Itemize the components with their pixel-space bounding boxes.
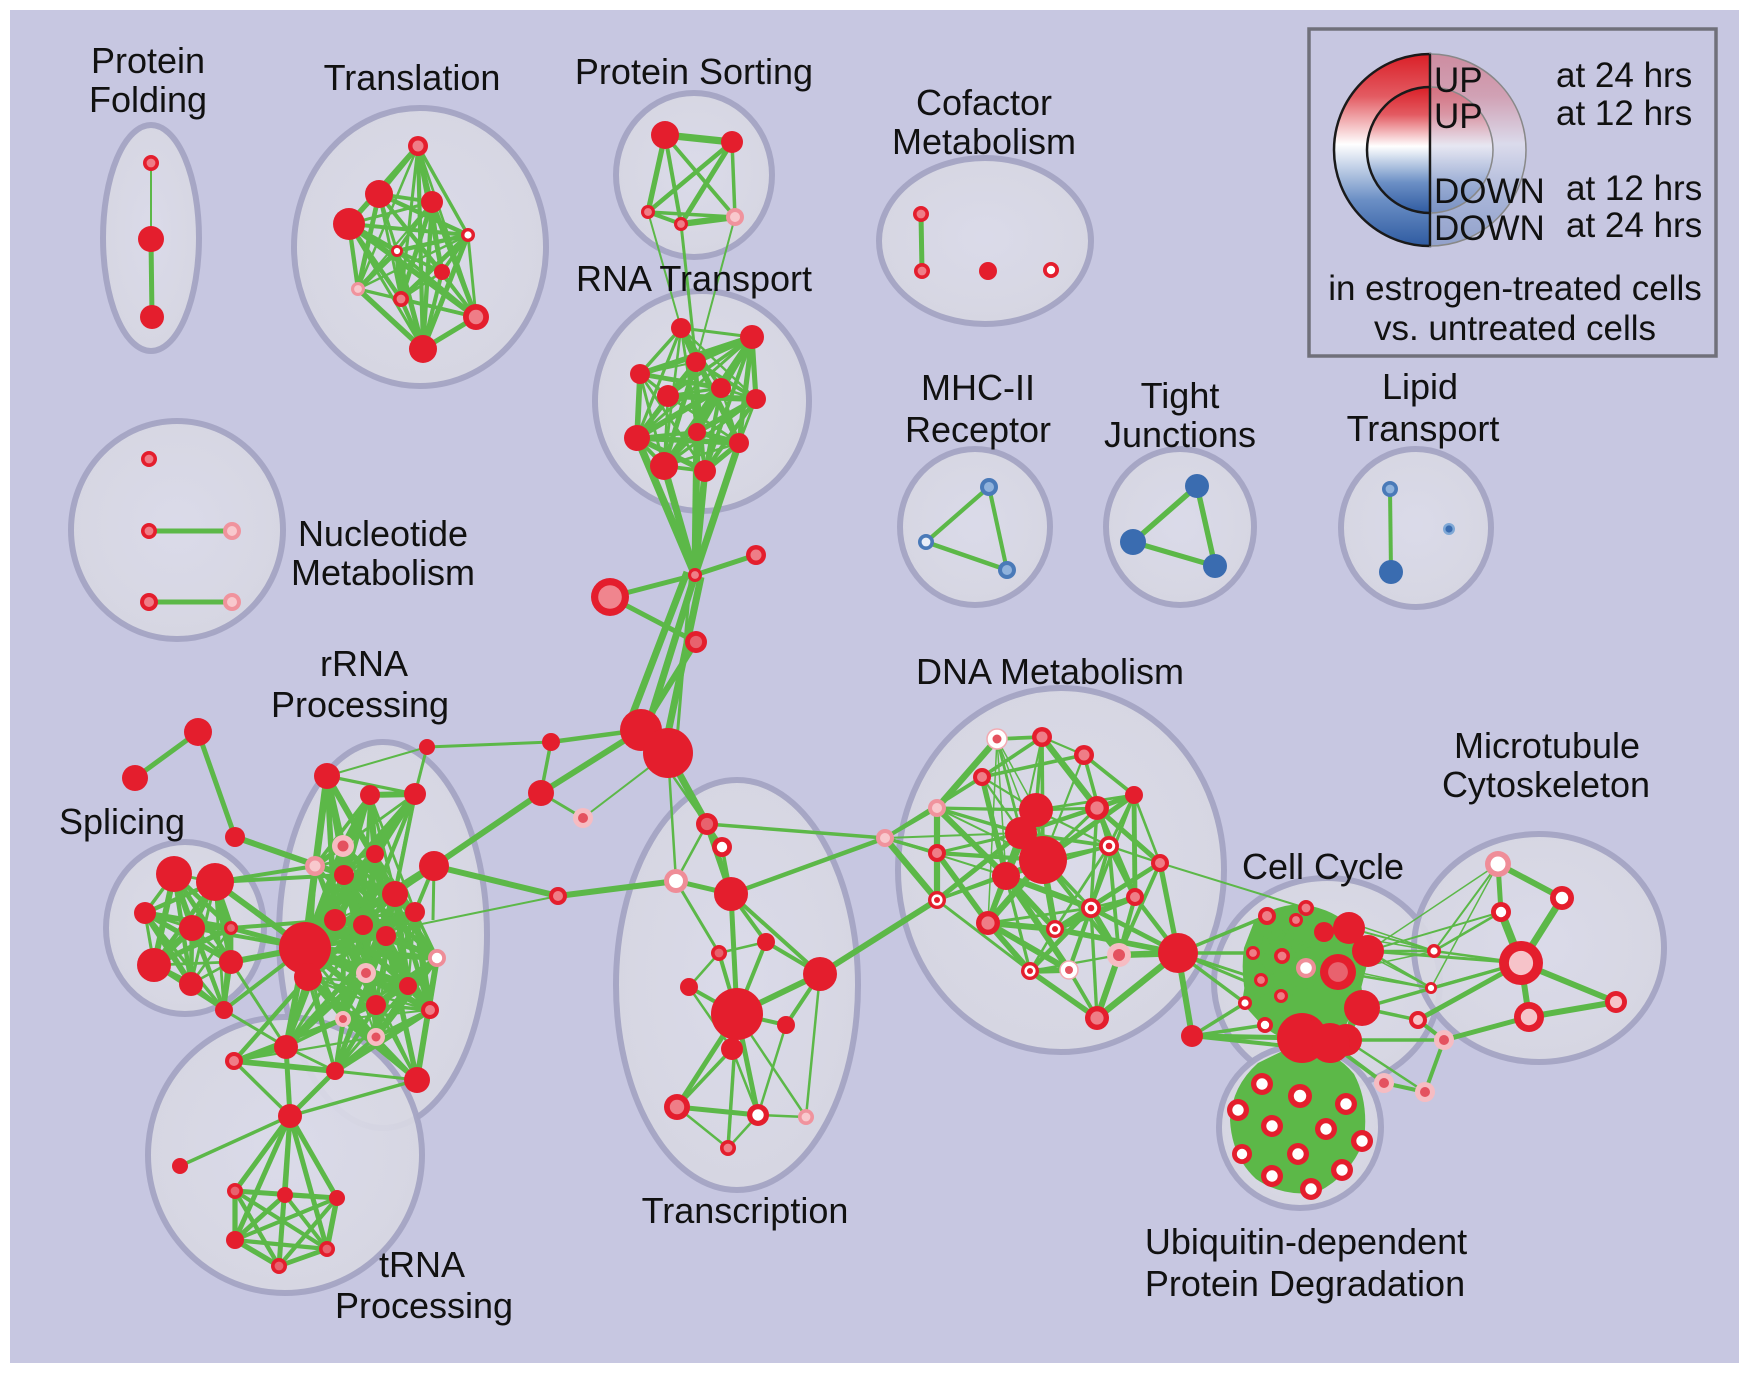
svg-text:Cofactor: Cofactor (916, 82, 1052, 123)
svg-text:Processing: Processing (271, 684, 449, 725)
svg-text:Transcription: Transcription (642, 1190, 849, 1231)
svg-text:at 24 hrs: at 24 hrs (1566, 206, 1702, 245)
svg-text:MHC-II: MHC-II (921, 367, 1035, 408)
svg-text:Cell Cycle: Cell Cycle (1242, 846, 1404, 887)
svg-text:Processing: Processing (335, 1285, 513, 1326)
svg-text:DNA Metabolism: DNA Metabolism (916, 651, 1184, 692)
svg-text:Protein Degradation: Protein Degradation (1145, 1263, 1465, 1304)
svg-text:Protein: Protein (91, 40, 205, 81)
svg-text:Lipid: Lipid (1382, 366, 1458, 407)
svg-text:Junctions: Junctions (1104, 414, 1256, 455)
svg-text:in estrogen-treated cells: in estrogen-treated cells (1328, 269, 1702, 308)
svg-text:at 24 hrs: at 24 hrs (1556, 56, 1692, 95)
svg-text:Metabolism: Metabolism (291, 552, 475, 593)
svg-text:Cytoskeleton: Cytoskeleton (1442, 764, 1650, 805)
svg-text:at 12 hrs: at 12 hrs (1556, 94, 1692, 133)
svg-text:Transport: Transport (1347, 408, 1500, 449)
svg-text:Tight: Tight (1141, 375, 1220, 416)
svg-text:rRNA: rRNA (320, 643, 408, 684)
svg-text:DOWN: DOWN (1434, 209, 1545, 248)
svg-text:Protein Sorting: Protein Sorting (575, 51, 813, 92)
svg-text:UP: UP (1434, 61, 1483, 100)
svg-text:Receptor: Receptor (905, 409, 1051, 450)
svg-text:RNA Transport: RNA Transport (576, 258, 812, 299)
svg-text:Splicing: Splicing (59, 801, 185, 842)
svg-text:UP: UP (1434, 97, 1483, 136)
svg-text:tRNA: tRNA (379, 1244, 465, 1285)
svg-text:Translation: Translation (324, 57, 501, 98)
svg-text:at 12 hrs: at 12 hrs (1566, 169, 1702, 208)
svg-text:Metabolism: Metabolism (892, 121, 1076, 162)
svg-text:Nucleotide: Nucleotide (298, 513, 468, 554)
svg-text:DOWN: DOWN (1434, 172, 1545, 211)
svg-text:vs. untreated cells: vs. untreated cells (1374, 309, 1656, 348)
svg-text:Ubiquitin-dependent: Ubiquitin-dependent (1145, 1221, 1467, 1262)
svg-text:Microtubule: Microtubule (1454, 725, 1640, 766)
svg-text:Folding: Folding (89, 79, 207, 120)
